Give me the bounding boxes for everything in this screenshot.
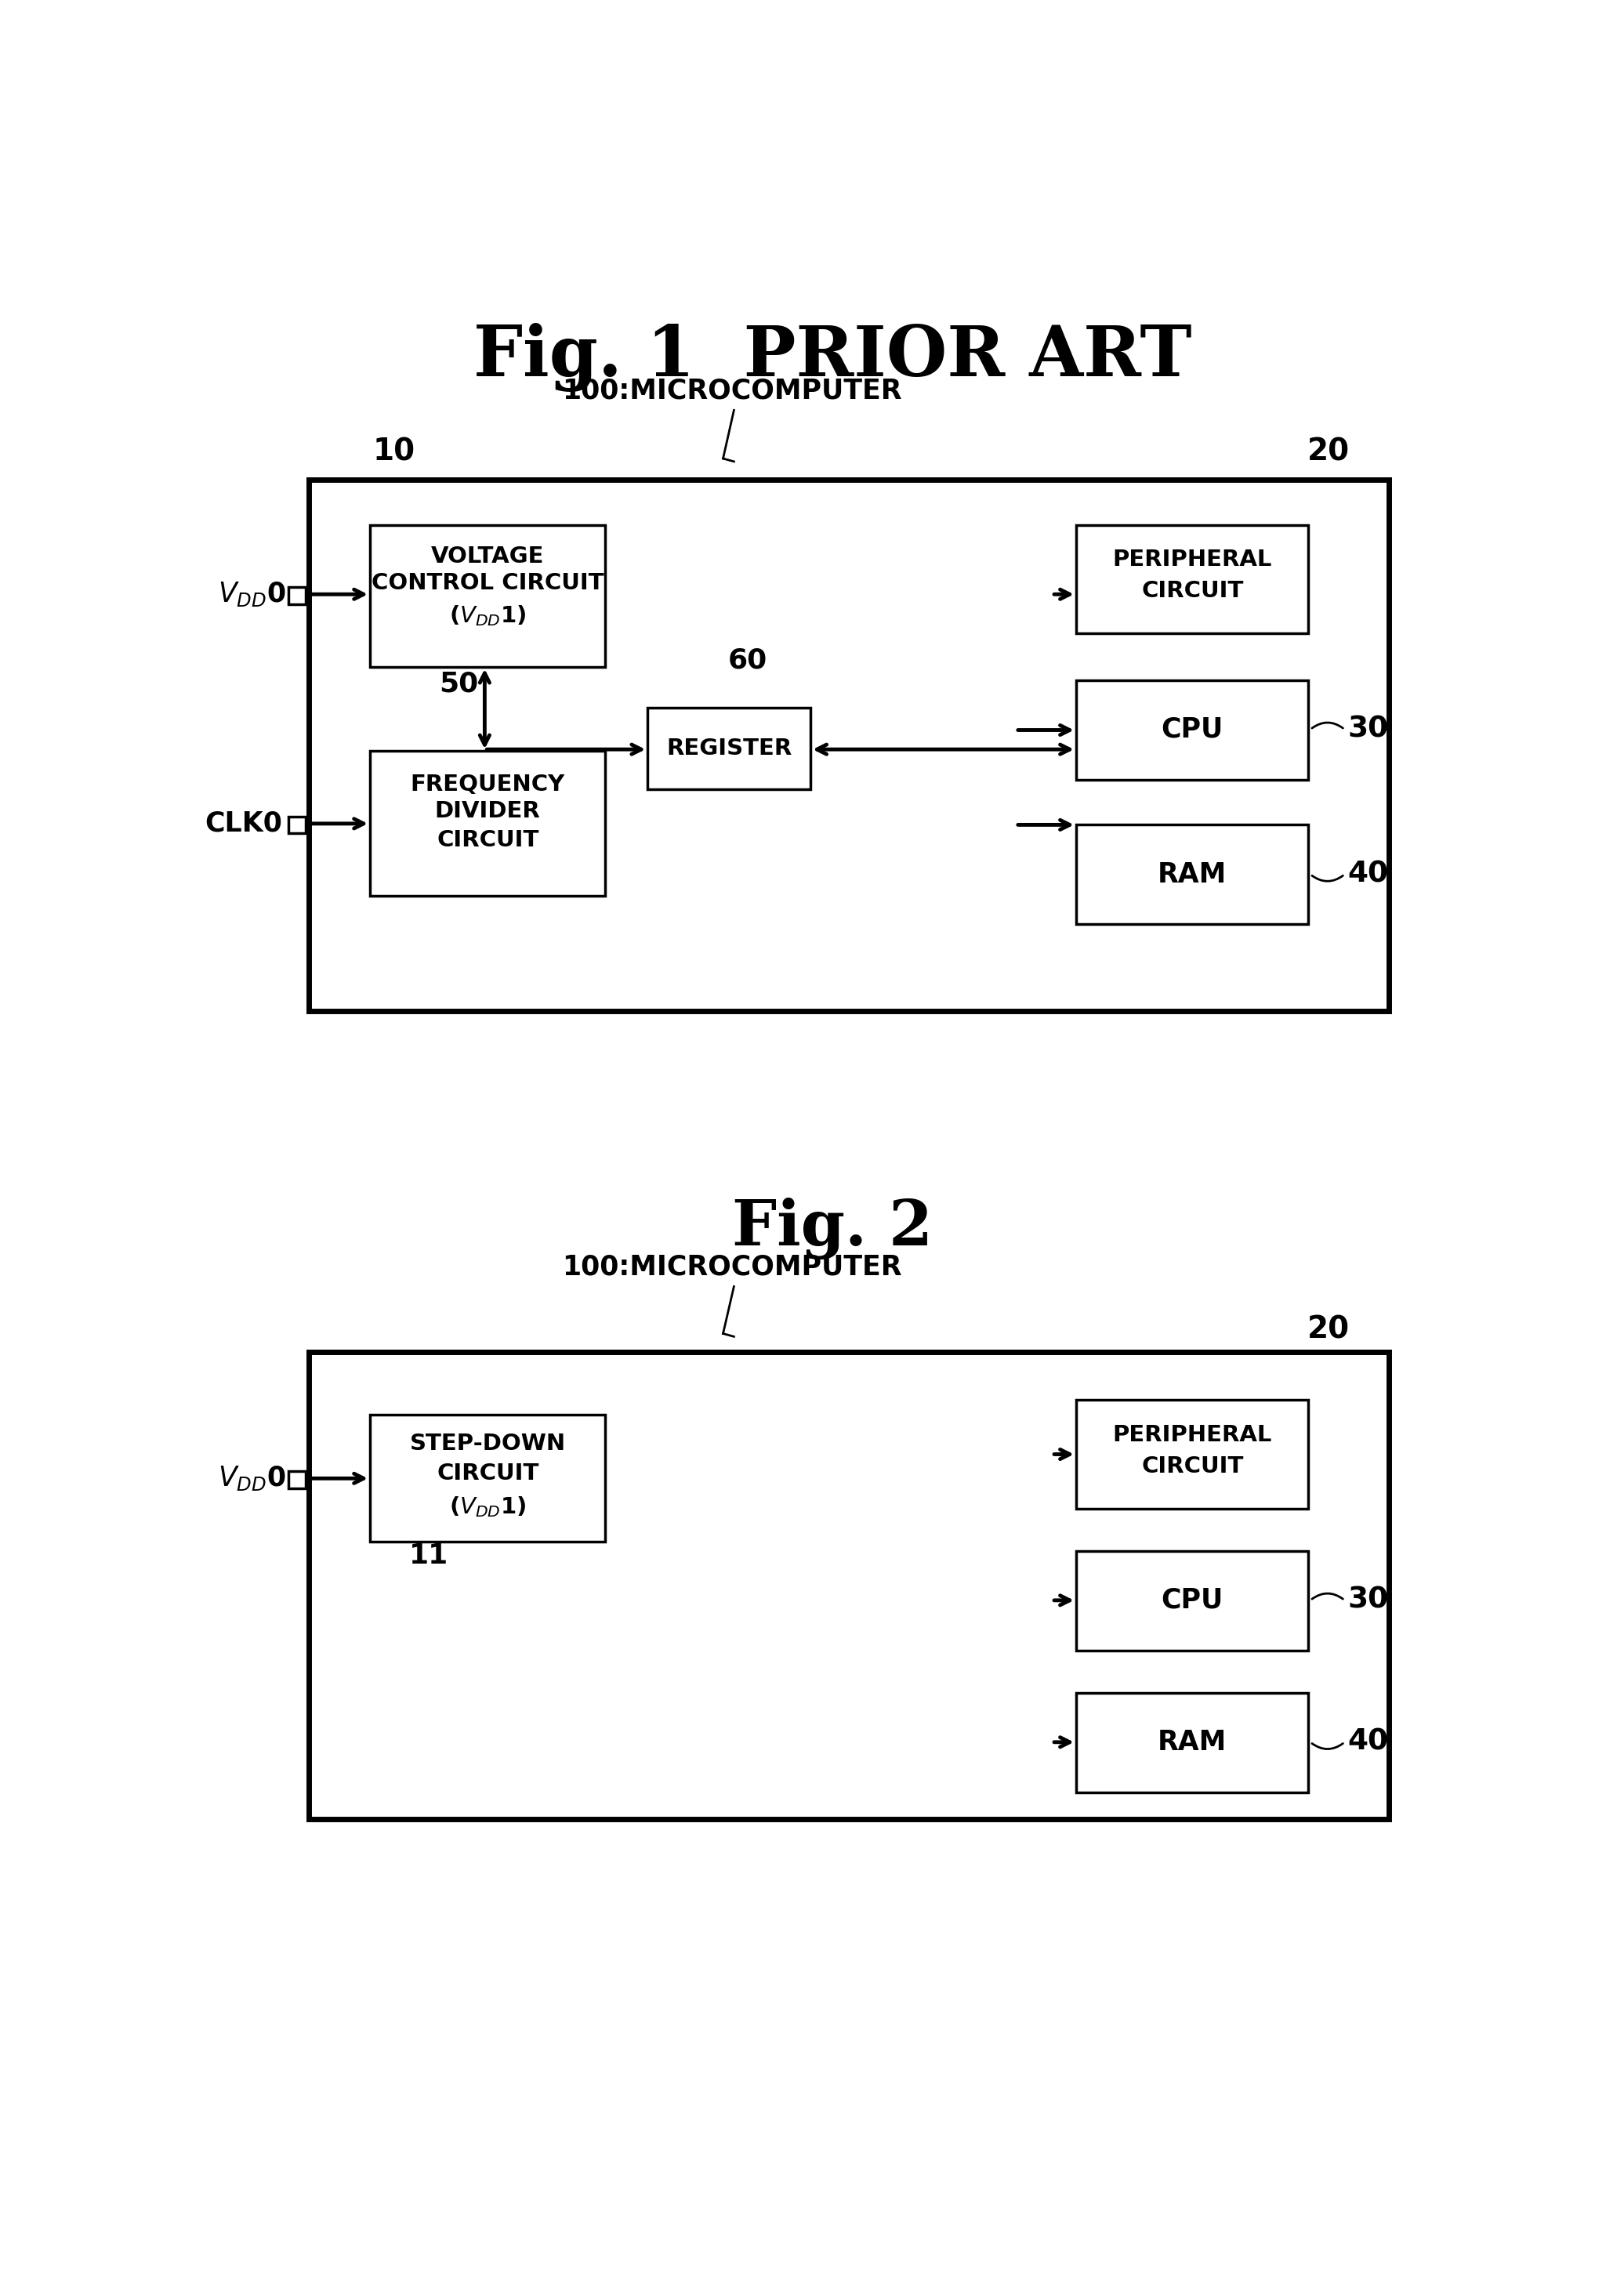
- Text: STEP-DOWN: STEP-DOWN: [409, 1434, 565, 1455]
- Text: Fig. 2: Fig. 2: [732, 1198, 932, 1260]
- Text: ($V_{DD}$1): ($V_{DD}$1): [450, 1496, 526, 1519]
- Bar: [648, 707, 810, 789]
- Bar: [309, 1352, 1389, 1820]
- Text: CPU: CPU: [1161, 716, 1223, 743]
- Text: CIRCUIT: CIRCUIT: [1142, 1455, 1244, 1477]
- Text: CIRCUIT: CIRCUIT: [437, 830, 539, 851]
- Text: DIVIDER: DIVIDER: [435, 800, 541, 823]
- Bar: [370, 1416, 606, 1541]
- Bar: [289, 816, 305, 832]
- Text: REGISTER: REGISTER: [666, 736, 793, 759]
- Text: 100:MICROCOMPUTER: 100:MICROCOMPUTER: [562, 377, 901, 405]
- Text: 40: 40: [1348, 1729, 1389, 1756]
- Bar: [1077, 1692, 1309, 1793]
- Bar: [289, 588, 305, 604]
- Text: 40: 40: [1348, 860, 1389, 887]
- Text: 10: 10: [374, 437, 416, 467]
- Text: CPU: CPU: [1161, 1587, 1223, 1615]
- Text: CLK0: CLK0: [205, 810, 283, 837]
- Text: Fig. 1  PRIOR ART: Fig. 1 PRIOR ART: [473, 322, 1192, 391]
- Bar: [370, 750, 606, 897]
- Text: RAM: RAM: [1158, 860, 1226, 887]
- Bar: [1077, 1400, 1309, 1509]
- Text: 20: 20: [1307, 1315, 1350, 1345]
- Text: CIRCUIT: CIRCUIT: [1142, 581, 1244, 601]
- Text: 30: 30: [1348, 1587, 1389, 1615]
- Text: $V_{DD}$0: $V_{DD}$0: [218, 1464, 286, 1493]
- Text: VOLTAGE: VOLTAGE: [430, 544, 544, 567]
- Bar: [289, 1471, 305, 1489]
- Text: 11: 11: [409, 1541, 448, 1569]
- Bar: [1077, 526, 1309, 633]
- Text: CIRCUIT: CIRCUIT: [437, 1464, 539, 1484]
- Bar: [370, 526, 606, 668]
- Text: CONTROL CIRCUIT: CONTROL CIRCUIT: [372, 572, 604, 595]
- Text: RAM: RAM: [1158, 1729, 1226, 1756]
- Bar: [1077, 1551, 1309, 1651]
- Text: 100:MICROCOMPUTER: 100:MICROCOMPUTER: [562, 1253, 901, 1281]
- Text: 20: 20: [1307, 437, 1350, 467]
- Bar: [1077, 826, 1309, 924]
- Text: ($V_{DD}$1): ($V_{DD}$1): [450, 604, 526, 627]
- Text: PERIPHERAL: PERIPHERAL: [1112, 1425, 1272, 1445]
- Text: FREQUENCY: FREQUENCY: [411, 773, 565, 796]
- Bar: [309, 480, 1389, 1011]
- Text: 30: 30: [1348, 716, 1389, 743]
- Bar: [1077, 679, 1309, 780]
- Text: PERIPHERAL: PERIPHERAL: [1112, 549, 1272, 572]
- Text: 60: 60: [728, 647, 767, 675]
- Text: $V_{DD}$0: $V_{DD}$0: [218, 581, 286, 608]
- Text: 50: 50: [440, 670, 479, 698]
